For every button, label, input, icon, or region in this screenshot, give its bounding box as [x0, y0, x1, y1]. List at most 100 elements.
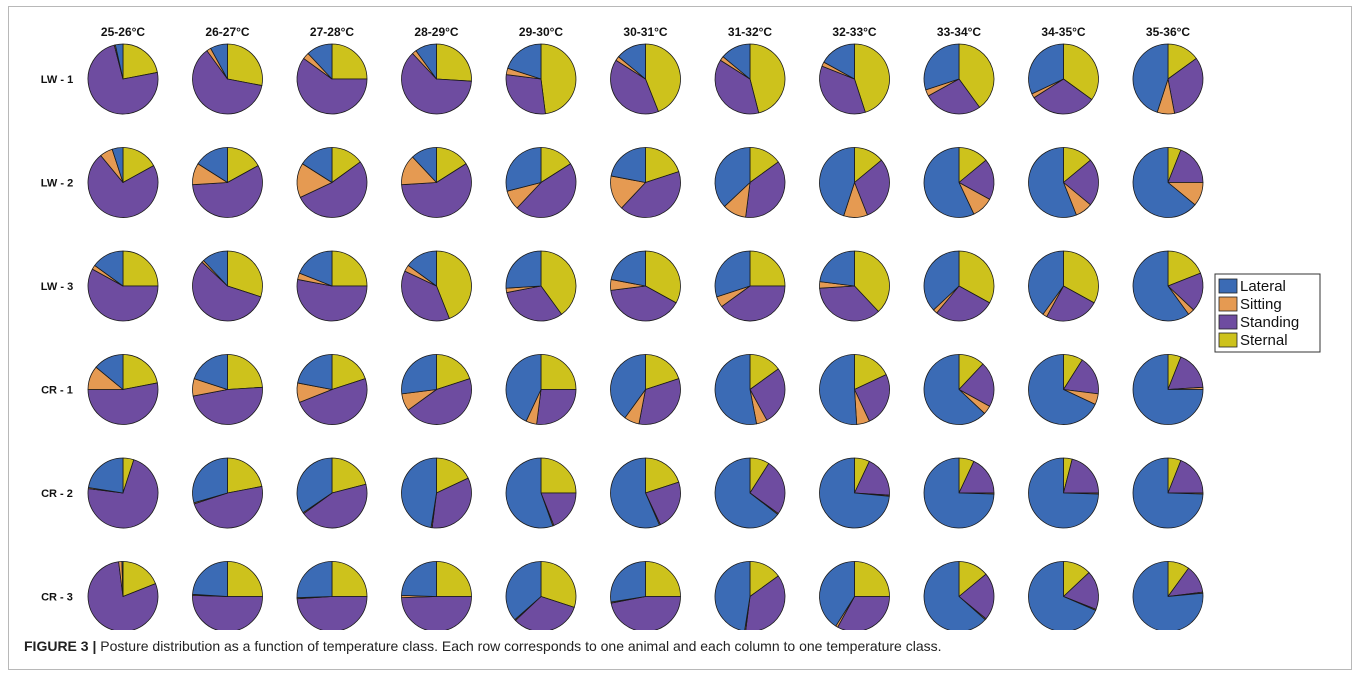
pie-lw-2-35-36-c	[1132, 147, 1204, 218]
pie-slice-lateral	[610, 250, 646, 287]
pie-slice-lateral	[819, 354, 858, 425]
pie-slice-standing	[819, 285, 879, 322]
pie-slice-standing	[401, 596, 472, 630]
pie-slice-sternal	[958, 43, 995, 108]
pie-slice-lateral	[412, 147, 437, 183]
pie-cr-1-34-35-c	[1028, 354, 1099, 425]
pie-cr-1-35-36-c	[1132, 354, 1204, 425]
pie-slice-sternal	[227, 43, 263, 86]
pie-slice-standing	[515, 596, 575, 630]
pie-slice-lateral	[302, 147, 333, 183]
pie-slice-lateral	[610, 147, 646, 183]
pie-lw-3-25-26-c	[87, 250, 159, 322]
pie-slice-lateral	[114, 43, 124, 80]
pie-slice-sternal	[227, 354, 263, 390]
pie-slice-standing	[540, 492, 577, 526]
pie-slice-lateral	[923, 354, 985, 425]
pie-slice-standing	[193, 486, 263, 529]
pie-slice-standing	[958, 573, 995, 620]
pie-lw-3-26-27-c	[192, 250, 263, 322]
pie-slice-sternal	[227, 457, 263, 494]
pie-slice-lateral	[296, 561, 333, 598]
pie-slice-lateral	[819, 457, 890, 529]
pie-slice-sternal	[122, 43, 158, 80]
pie-cr-1-31-32-c	[714, 354, 786, 425]
pie-slice-sternal	[331, 457, 367, 494]
pie-lw-3-32-33-c	[819, 250, 890, 322]
pie-cr-2-33-34-c	[923, 457, 995, 529]
pie-slice-sternal	[436, 354, 471, 390]
column-label-31-32-c: 31-32°C	[728, 25, 772, 39]
pie-slice-standing	[87, 155, 159, 218]
pie-cr-1-25-26-c	[87, 354, 159, 425]
pie-slice-lateral	[1132, 250, 1189, 322]
pie-cr-2-32-33-c	[819, 457, 890, 529]
pie-slice-standing	[299, 378, 368, 425]
row-label-cr-1: CR - 1	[41, 385, 73, 397]
pie-lw-1-25-26-c	[87, 43, 159, 115]
pie-slice-standing	[1046, 285, 1095, 322]
pie-slice-lateral	[94, 250, 124, 287]
pie-slice-sternal	[122, 250, 159, 287]
pie-slice-sternal	[227, 250, 263, 298]
pie-slice-standing	[1063, 159, 1099, 206]
pie-cr-3-25-26-c	[87, 561, 159, 630]
pie-slice-sternal	[1063, 250, 1099, 304]
legend-swatch-standing	[1218, 314, 1238, 330]
pie-slice-lateral	[415, 43, 437, 80]
pie-slice-lateral	[401, 561, 437, 597]
pie-slice-standing	[610, 596, 681, 630]
pie-slice-lateral	[923, 147, 975, 218]
pie-lw-1-35-36-c	[1132, 43, 1204, 115]
pie-slice-lateral	[819, 250, 855, 287]
pie-slice-standing	[87, 44, 159, 115]
pie-slice-sternal	[436, 561, 472, 597]
row-label-lw-1: LW - 1	[41, 74, 73, 86]
pie-slice-lateral	[121, 561, 124, 597]
pie-slice-lateral	[618, 43, 646, 80]
pie-slice-lateral	[610, 354, 646, 419]
pie-slice-lateral	[505, 147, 542, 192]
pie-cr-3-28-29-c	[401, 561, 472, 630]
pie-slice-standing	[1167, 460, 1204, 494]
pie-slice-lateral	[299, 250, 333, 287]
pie-slice-standing	[505, 74, 546, 115]
pie-slice-sternal	[645, 457, 680, 494]
pie-slice-lateral	[197, 147, 228, 183]
pie-cr-3-31-32-c	[714, 561, 786, 630]
pie-slice-lateral	[1132, 561, 1204, 630]
pie-slice-standing	[749, 368, 786, 421]
pie-slice-lateral	[507, 43, 542, 80]
pie-slice-lateral	[505, 561, 542, 621]
pie-cr-1-30-31-c	[610, 354, 681, 425]
pie-slice-lateral	[819, 561, 855, 627]
pie-cr-3-29-30-c	[505, 561, 577, 630]
pie-cr-1-32-33-c	[819, 354, 890, 425]
pie-slice-standing	[1167, 272, 1204, 311]
pie-slice-sternal	[331, 561, 368, 597]
pie-slice-standing	[1063, 458, 1099, 494]
pie-slice-sternal	[122, 561, 156, 597]
pie-slice-sternal	[749, 250, 786, 287]
pie-slice-lateral	[819, 147, 855, 217]
column-label-27-28-c: 27-28°C	[310, 25, 354, 39]
pie-slice-lateral	[111, 147, 124, 183]
pie-slice-standing	[638, 378, 681, 425]
pie-slice-lateral	[505, 457, 554, 529]
pie-cr-2-29-30-c	[505, 457, 577, 529]
pie-cr-3-32-33-c	[819, 561, 890, 630]
figure-frame	[8, 6, 1352, 670]
legend-swatch-sitting	[1218, 296, 1238, 312]
column-label-29-30-c: 29-30°C	[519, 25, 563, 39]
pie-cr-2-34-35-c	[1028, 457, 1099, 529]
pie-slice-sternal	[436, 43, 472, 82]
pie-lw-3-35-36-c	[1132, 250, 1204, 322]
pie-cr-3-27-28-c	[296, 561, 368, 630]
pie-lw-1-27-28-c	[296, 43, 368, 115]
pie-slice-lateral	[297, 354, 333, 390]
pie-slice-standing	[296, 596, 368, 630]
pie-lw-3-34-35-c	[1028, 250, 1099, 322]
pie-slice-sternal	[645, 561, 681, 597]
pie-slice-lateral	[193, 354, 228, 390]
pie-lw-1-32-33-c	[819, 43, 890, 115]
